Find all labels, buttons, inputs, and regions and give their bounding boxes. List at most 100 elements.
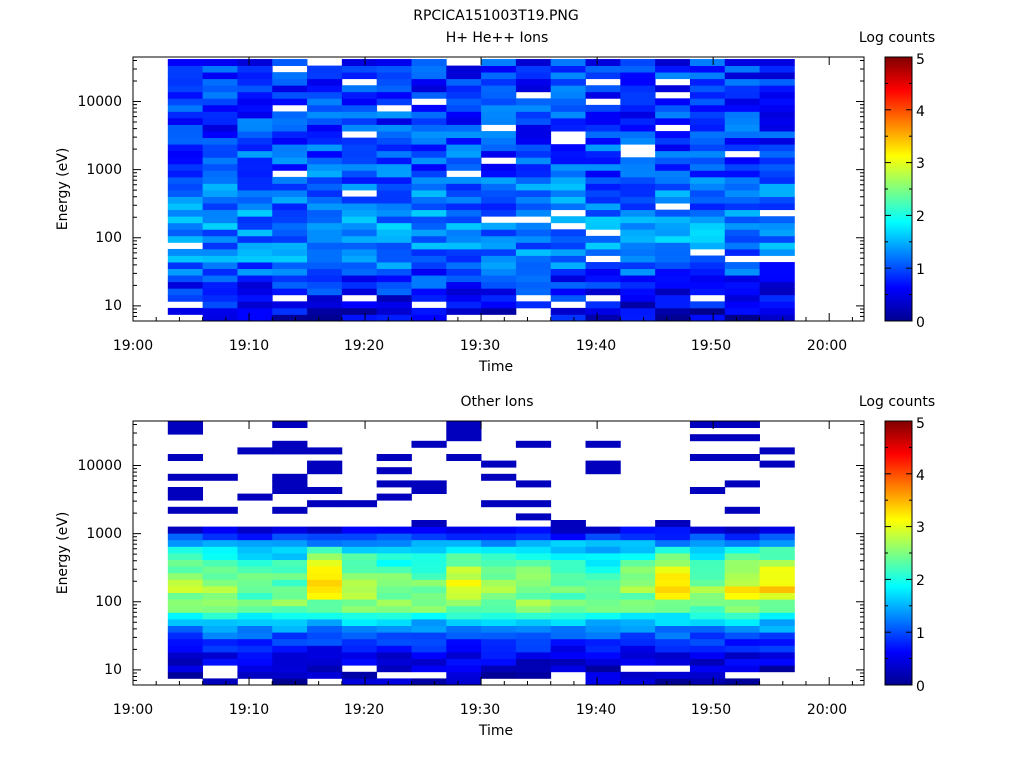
- heatmap-cell: [341, 176, 378, 184]
- heatmap-cell: [341, 619, 378, 626]
- heatmap-cell: [167, 652, 204, 659]
- heatmap-cell: [585, 85, 621, 93]
- heatmap-cell: [237, 619, 273, 626]
- heatmap-cell: [585, 275, 621, 283]
- heatmap-cell: [759, 242, 795, 250]
- heatmap-cell: [481, 242, 517, 250]
- heatmap-cell: [202, 85, 238, 93]
- heatmap-cell: [446, 196, 482, 204]
- heatmap-cell: [759, 294, 795, 302]
- heatmap-cell: [550, 294, 586, 302]
- heatmap-cell: [376, 493, 412, 501]
- heatmap-cell: [341, 652, 378, 659]
- heatmap-cell: [376, 203, 412, 211]
- heatmap-cell: [515, 190, 552, 197]
- heatmap-cell: [759, 170, 795, 178]
- heatmap-cell: [202, 533, 238, 541]
- heatmap-cell: [759, 447, 795, 455]
- heatmap-cell: [655, 625, 691, 633]
- heatmap-cell: [724, 170, 760, 178]
- heatmap-cell: [376, 645, 412, 653]
- figure-title: RPCICA151003T19.PNG: [413, 8, 578, 24]
- heatmap-cell: [202, 190, 238, 197]
- heatmap-cell: [202, 268, 238, 276]
- heatmap-cell: [655, 216, 691, 224]
- heatmap-cell: [759, 137, 795, 145]
- heatmap-cell: [237, 157, 273, 165]
- heatmap-cell: [237, 625, 273, 633]
- heatmap-cell: [655, 605, 691, 613]
- heatmap-cell: [307, 111, 343, 119]
- heatmap-cell: [655, 98, 691, 106]
- heatmap-cell: [655, 157, 691, 165]
- heatmap-cell: [341, 183, 378, 191]
- heatmap-cell: [689, 216, 726, 224]
- heatmap-cell: [202, 78, 238, 86]
- colorbar: Log counts 0 1 2 3 4 5: [859, 30, 935, 331]
- heatmap-cell: [759, 553, 795, 560]
- heatmap-cell: [759, 248, 795, 256]
- heatmap-cell: [515, 98, 552, 106]
- heatmap-cell: [550, 242, 586, 250]
- heatmap-cell: [550, 157, 586, 165]
- heatmap-cell: [202, 645, 238, 653]
- heatmap-cell: [585, 170, 621, 178]
- heatmap-cell: [376, 605, 412, 613]
- heatmap-cell: [202, 157, 238, 165]
- heatmap-cell: [341, 268, 378, 276]
- heatmap-cell: [272, 421, 308, 428]
- heatmap-cell: [237, 658, 273, 666]
- heatmap-cell: [550, 307, 586, 315]
- heatmap-cell: [167, 473, 204, 481]
- heatmap-cell: [237, 447, 273, 455]
- heatmap-cell: [376, 72, 412, 80]
- heatmap-cell: [759, 652, 795, 659]
- heatmap-cell: [307, 157, 343, 165]
- heatmap-cell: [341, 301, 378, 309]
- heatmap-cell: [341, 572, 378, 580]
- heatmap-cell: [550, 572, 586, 580]
- heatmap-cell: [237, 638, 273, 646]
- heatmap-cell: [620, 242, 656, 250]
- heatmap-cell: [411, 566, 447, 574]
- heatmap-cell: [411, 294, 447, 302]
- heatmap-cell: [585, 599, 621, 607]
- x-axis-label: Time: [478, 723, 513, 739]
- heatmap-cell: [550, 229, 586, 237]
- heatmap-cell: [724, 59, 760, 66]
- heatmap-cell: [202, 599, 238, 607]
- heatmap-cell: [759, 275, 795, 283]
- heatmap-cell: [585, 183, 621, 191]
- heatmap-cell: [724, 506, 760, 514]
- heatmap-cell: [202, 203, 238, 211]
- heatmap-cell: [237, 216, 273, 224]
- heatmap-cell: [202, 150, 238, 158]
- heatmap-cell: [202, 98, 238, 106]
- heatmap-cell: [341, 216, 378, 224]
- heatmap-cell: [446, 526, 482, 534]
- heatmap-cell: [446, 176, 482, 184]
- heatmap-cell: [446, 632, 482, 640]
- heatmap-cell: [341, 586, 378, 593]
- heatmap-cell: [515, 592, 552, 600]
- heatmap-cell: [272, 255, 308, 263]
- heatmap-cell: [411, 65, 447, 73]
- heatmap-cell: [272, 671, 308, 679]
- heatmap-cell: [307, 183, 343, 191]
- heatmap-cell: [481, 638, 517, 646]
- heatmap-cell: [341, 645, 378, 653]
- heatmap-cell: [272, 566, 308, 574]
- heatmap-cell: [272, 638, 308, 646]
- heatmap-cell: [515, 222, 552, 230]
- heatmap-cell: [341, 281, 378, 289]
- heatmap-cell: [550, 592, 586, 600]
- heatmap-cell: [515, 566, 552, 574]
- heatmap-cell: [515, 513, 552, 521]
- heatmap-cell: [620, 176, 656, 184]
- heatmap-cell: [655, 222, 691, 230]
- heatmap-cell: [724, 262, 760, 270]
- heatmap-cell: [550, 625, 586, 633]
- heatmap-cell: [202, 625, 238, 633]
- x-tick-label: 19:30: [460, 338, 500, 354]
- heatmap-cell: [620, 612, 656, 620]
